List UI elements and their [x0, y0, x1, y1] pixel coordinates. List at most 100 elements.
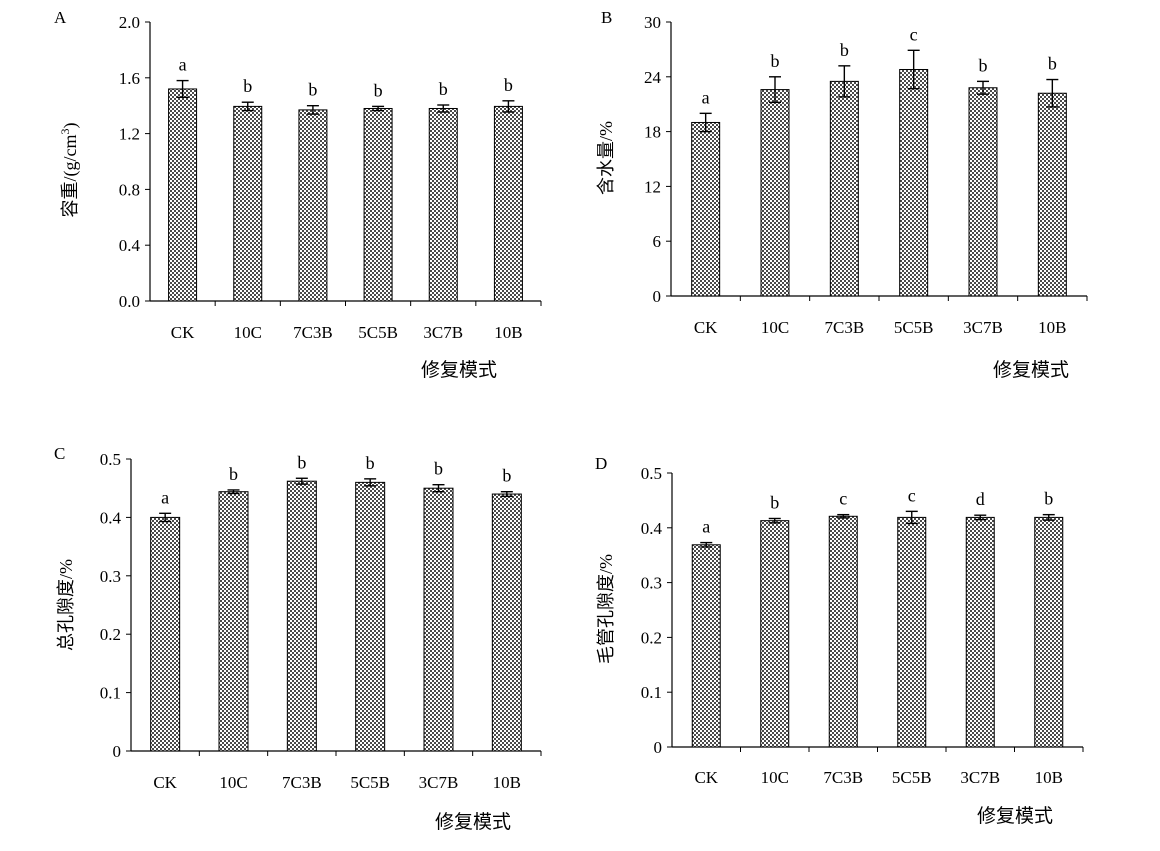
bar-3c7b — [965, 516, 995, 748]
chart-panel-c: C 0 0.1 0.2 0.3 0.4 0.5 a CK b 10C b 7C3B b 5C5B b 3C7B b… — [54, 444, 542, 833]
y-tick-label: 24 — [644, 68, 662, 87]
x-category-label: 10B — [1038, 318, 1066, 337]
bar-10c — [233, 105, 263, 302]
significance-letter: b — [1048, 54, 1057, 74]
bar-ck — [168, 88, 198, 302]
y-tick-label: 0.1 — [100, 684, 121, 703]
x-category-label: 10C — [219, 773, 247, 792]
x-category-label: CK — [694, 768, 718, 787]
x-category-label: 7C3B — [282, 773, 322, 792]
y-tick-label: 0.3 — [641, 574, 662, 593]
y-tick-label: 0 — [654, 738, 663, 757]
significance-letter: c — [839, 489, 847, 509]
bar-5c5b — [897, 516, 927, 748]
x-category-label: 7C3B — [823, 768, 863, 787]
x-category-label: 3C7B — [419, 773, 459, 792]
x-category-label: CK — [153, 773, 177, 792]
significance-letter: b — [770, 492, 779, 512]
chart-panel-b: B 0 6 12 18 24 30 a CK b 10C b 7C3B c 5C5B b 3C7B b 10B 修复模… — [596, 8, 1088, 381]
y-tick-label: 0.8 — [119, 180, 140, 199]
bar-10b — [493, 105, 523, 302]
y-tick-label: 0 — [113, 742, 122, 761]
y-tick-label: 18 — [644, 123, 661, 142]
bar-10b — [491, 493, 522, 752]
significance-letter: a — [179, 55, 187, 75]
y-tick-label: 1.6 — [119, 69, 140, 88]
significance-letter: b — [308, 80, 317, 100]
bar-10c — [218, 491, 249, 752]
y-tick-label: 0.2 — [100, 625, 121, 644]
significance-letter: a — [161, 487, 169, 507]
significance-letter: b — [502, 466, 511, 486]
x-category-label: 10B — [1035, 768, 1063, 787]
chart-panel-d: D 0 0.1 0.2 0.3 0.4 0.5 a CK b 10C c 7C3B c 5C5B d 3C7B b… — [595, 454, 1084, 827]
significance-letter: a — [702, 87, 710, 107]
bar-ck — [691, 121, 721, 297]
x-category-label: 5C5B — [350, 773, 390, 792]
bar-5c5b — [899, 68, 929, 297]
y-axis-title: 容重/(g/cm3) — [58, 123, 81, 218]
significance-letter: b — [504, 75, 513, 95]
bar-3c7b — [968, 87, 998, 297]
y-tick-label: 2.0 — [119, 13, 140, 32]
x-category-label: 10B — [493, 773, 521, 792]
x-category-label: 10C — [234, 323, 262, 342]
significance-letter: b — [229, 464, 238, 484]
x-category-label: 10B — [494, 323, 522, 342]
significance-letter: b — [374, 80, 383, 100]
bar-10c — [760, 520, 790, 748]
y-tick-label: 1.2 — [119, 125, 140, 144]
y-tick-label: 0.4 — [641, 519, 663, 538]
bar-10b — [1037, 92, 1067, 297]
x-category-label: 7C3B — [293, 323, 333, 342]
bar-ck — [150, 516, 181, 752]
bar-5c5b — [355, 481, 386, 752]
x-category-label: 3C7B — [423, 323, 463, 342]
significance-letter: b — [840, 40, 849, 60]
bar-5c5b — [363, 107, 393, 302]
y-tick-label: 0.0 — [119, 292, 140, 311]
panel-letter-c: C — [54, 444, 65, 463]
bar-7c3b — [828, 515, 858, 748]
bar-7c3b — [298, 109, 328, 302]
x-category-label: 10C — [761, 768, 789, 787]
significance-letter: b — [979, 55, 988, 75]
x-category-label: 5C5B — [358, 323, 398, 342]
x-axis-title: 修复模式 — [435, 811, 511, 833]
x-axis-title: 修复模式 — [977, 805, 1053, 827]
y-tick-label: 0.4 — [119, 236, 141, 255]
y-tick-label: 0.5 — [641, 464, 662, 483]
y-tick-label: 30 — [644, 13, 661, 32]
y-tick-label: 6 — [653, 232, 662, 251]
bar-7c3b — [286, 480, 317, 752]
significance-letter: c — [908, 485, 916, 505]
significance-letter: c — [910, 24, 918, 44]
chart-panel-a: A 0.0 0.4 0.8 1.2 1.6 2.0 a CK b 10C b 7C3B b 5C5B b 3C7… — [54, 8, 542, 381]
x-axis-title: 修复模式 — [993, 359, 1069, 381]
significance-letter: b — [771, 51, 780, 71]
significance-letter: b — [434, 459, 443, 479]
bar-3c7b — [423, 487, 454, 752]
x-category-label: CK — [694, 318, 718, 337]
y-axis-title: 总孔隙度/% — [56, 559, 76, 651]
panel-letter-a: A — [54, 8, 67, 27]
panel-letter-b: B — [601, 8, 612, 27]
y-tick-label: 0.4 — [100, 508, 122, 527]
x-category-label: 5C5B — [892, 768, 932, 787]
x-category-label: CK — [171, 323, 195, 342]
y-tick-label: 12 — [644, 177, 661, 196]
bar-7c3b — [829, 80, 859, 297]
y-tick-label: 0.3 — [100, 567, 121, 586]
significance-letter: b — [366, 453, 375, 473]
y-tick-label: 0.2 — [641, 628, 662, 647]
significance-letter: b — [439, 79, 448, 99]
bar-ck — [691, 544, 721, 748]
significance-letter: b — [297, 452, 306, 472]
x-category-label: 5C5B — [894, 318, 934, 337]
significance-letter: b — [1044, 489, 1053, 509]
significance-letter: d — [976, 489, 985, 509]
bar-10b — [1034, 516, 1064, 748]
y-tick-label: 0.5 — [100, 450, 121, 469]
panel-letter-d: D — [595, 454, 607, 473]
x-axis-title: 修复模式 — [421, 359, 497, 381]
